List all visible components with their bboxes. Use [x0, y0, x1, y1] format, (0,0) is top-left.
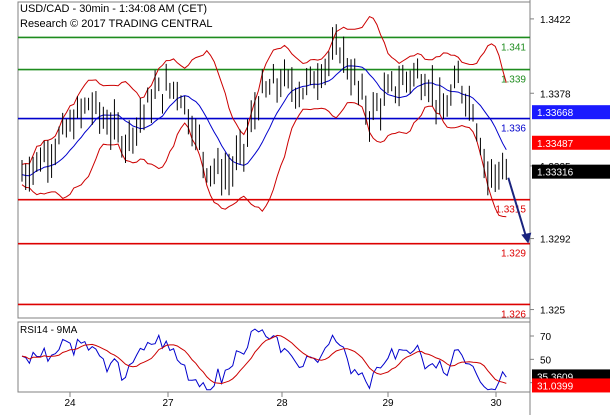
moving-average: [21, 65, 507, 177]
chart-frame: [17, 0, 531, 415]
level-label: 1.326: [501, 309, 526, 320]
price-tick-label: 1.3378: [540, 89, 571, 100]
price-badge: [532, 135, 610, 150]
level-label: 1.329: [501, 249, 526, 260]
bollinger-upper: [21, 15, 507, 165]
price-badge-label: 1.33668: [537, 108, 574, 119]
time-tick-label: 24: [64, 398, 76, 409]
rsi-badge: [532, 378, 610, 393]
time-tick-label: 28: [276, 398, 288, 409]
price-candles: [21, 24, 507, 196]
rsi-line: [21, 328, 507, 391]
level-label: 1.339: [501, 75, 526, 86]
time-tick-label: 30: [490, 398, 502, 409]
rsi-badge-label: 35.3609: [537, 372, 574, 383]
price-badges: 1.33668 1.33487 1.33316: [532, 105, 610, 179]
price-tick-label: 1.325: [540, 306, 565, 317]
price-tick-label: 1.3422: [540, 15, 571, 26]
bollinger-lower: [21, 101, 507, 218]
rsi-tick-label: 50: [540, 355, 552, 366]
forecast-arrow: [507, 177, 532, 244]
price-badge: [532, 164, 610, 179]
time-axis: 24 27 28 29 30: [64, 392, 502, 409]
level-label: 1.341: [501, 42, 526, 53]
price-tick-label: 1.3292: [540, 235, 571, 246]
time-tick-label: 27: [162, 398, 174, 409]
rsi-badge-label: 31.0399: [537, 381, 574, 392]
chart-title: USD/CAD - 30min - 1:34:08 AM (CET): [20, 3, 208, 15]
rsi-tick-label: 70: [540, 332, 552, 343]
level-label: 1.336: [501, 124, 526, 135]
time-tick-label: 29: [382, 398, 394, 409]
forecast-shaft: [507, 177, 528, 238]
bollinger-bands: [21, 15, 507, 218]
rsi-plot-border: [17, 321, 531, 393]
price-badge-label: 1.33316: [537, 168, 574, 179]
rsi-ma-line: [21, 334, 507, 385]
chart-copyright: Research © 2017 TRADING CENTRAL: [20, 18, 213, 30]
forecast-head: [521, 232, 532, 244]
level-label: 1.3315: [495, 205, 526, 216]
price-badge-label: 1.33487: [537, 139, 574, 150]
rsi-title: RSI14 - 9MA: [20, 325, 78, 336]
price-badge: [532, 105, 610, 120]
